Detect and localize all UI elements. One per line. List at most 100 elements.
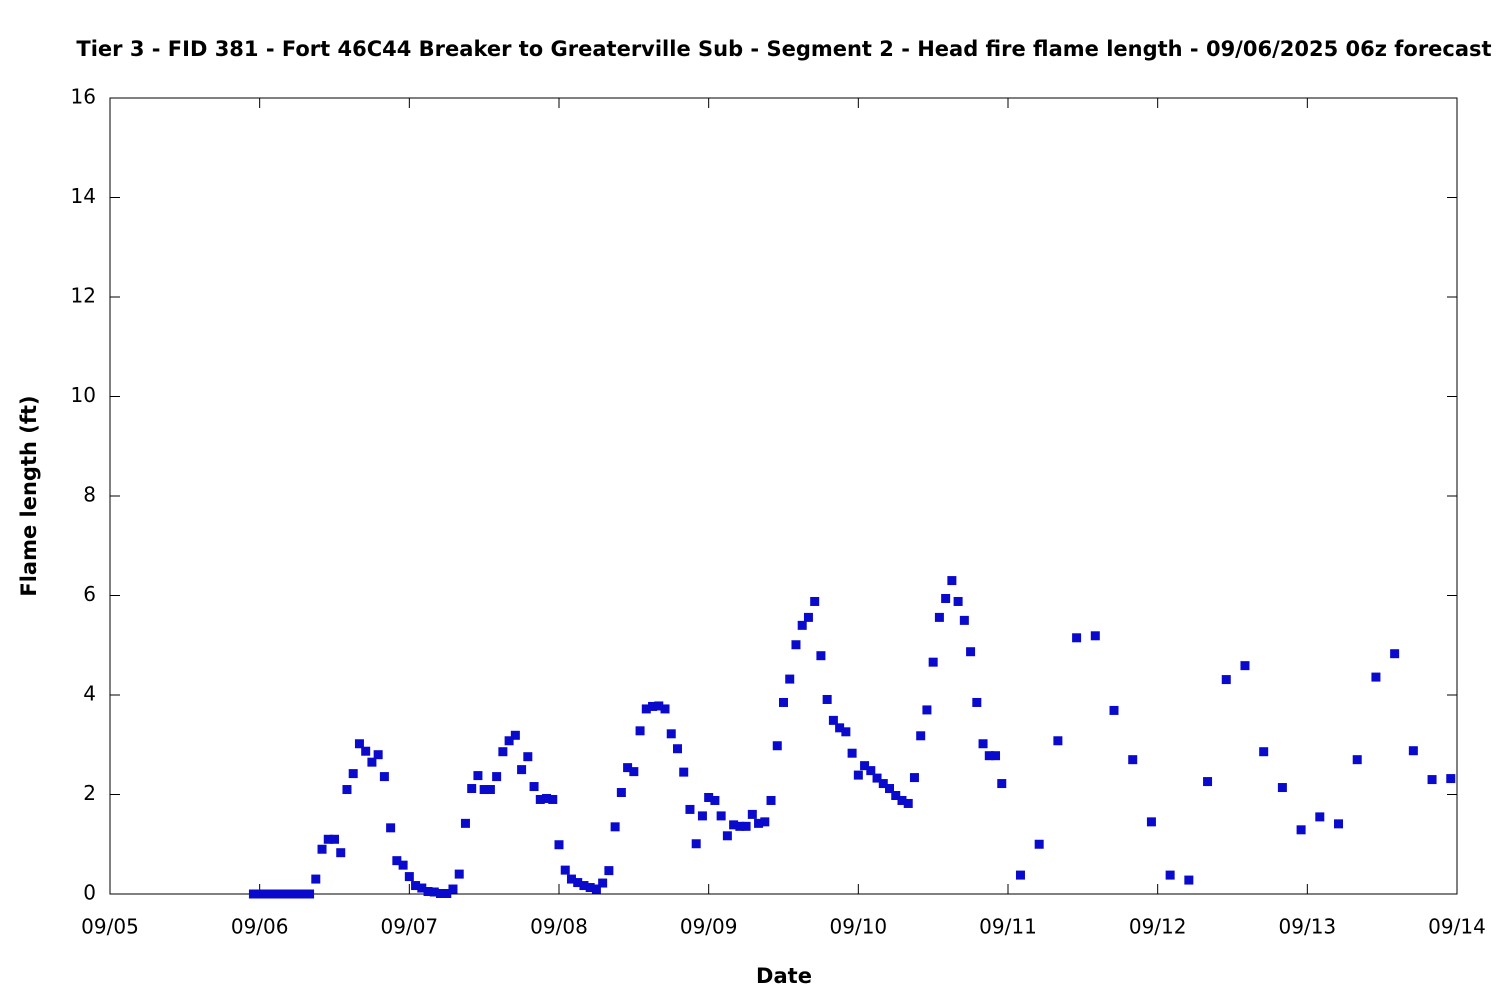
point xyxy=(666,729,676,739)
point xyxy=(616,788,626,798)
point xyxy=(928,657,938,667)
point xyxy=(504,736,514,746)
point xyxy=(498,747,508,757)
point xyxy=(672,744,682,754)
point xyxy=(560,865,570,875)
point xyxy=(747,809,757,819)
point xyxy=(392,856,402,866)
point xyxy=(847,748,857,758)
point xyxy=(1277,783,1287,793)
point xyxy=(735,821,745,831)
point xyxy=(810,596,820,606)
point xyxy=(267,889,277,899)
point xyxy=(648,701,658,711)
point xyxy=(1090,631,1100,641)
point xyxy=(760,817,770,827)
point xyxy=(342,785,352,795)
point xyxy=(1296,825,1306,835)
x-tick-label: 09/05 xyxy=(81,915,139,939)
point xyxy=(791,640,801,650)
point xyxy=(966,647,976,657)
point xyxy=(535,794,545,804)
point xyxy=(1408,746,1418,756)
x-tick-label: 09/13 xyxy=(1279,915,1337,939)
y-tick-label: 2 xyxy=(83,781,96,805)
point xyxy=(248,889,258,899)
point xyxy=(517,765,527,775)
point xyxy=(691,839,701,849)
point xyxy=(897,795,907,805)
point xyxy=(373,750,383,760)
point xyxy=(660,704,670,714)
point xyxy=(429,887,439,897)
point xyxy=(685,804,695,814)
point xyxy=(1371,672,1381,682)
point xyxy=(997,779,1007,789)
point xyxy=(722,831,732,841)
point xyxy=(336,848,346,858)
point xyxy=(529,782,539,792)
point xyxy=(1184,875,1194,885)
point xyxy=(822,694,832,704)
point xyxy=(1165,870,1175,880)
point xyxy=(991,751,1001,761)
point xyxy=(803,612,813,622)
point xyxy=(485,785,495,795)
point xyxy=(916,731,926,741)
point xyxy=(273,889,283,899)
point xyxy=(1221,675,1231,685)
point xyxy=(311,874,321,884)
x-tick-label: 09/10 xyxy=(830,915,888,939)
point xyxy=(959,615,969,625)
y-tick-label: 8 xyxy=(83,483,96,507)
y-tick-label: 14 xyxy=(71,184,96,208)
point xyxy=(566,874,576,884)
point xyxy=(697,811,707,821)
point xyxy=(885,784,895,794)
point xyxy=(953,596,963,606)
point xyxy=(984,751,994,761)
point xyxy=(423,887,433,897)
point xyxy=(797,620,807,630)
point xyxy=(909,773,919,783)
point xyxy=(816,651,826,661)
point xyxy=(591,884,601,894)
point xyxy=(598,878,608,888)
x-tick-label: 09/06 xyxy=(231,915,289,939)
point xyxy=(934,612,944,622)
point xyxy=(585,883,595,893)
point xyxy=(305,889,315,899)
point xyxy=(828,715,838,725)
point xyxy=(510,730,520,740)
point xyxy=(330,834,339,844)
point xyxy=(261,889,271,899)
point xyxy=(442,889,452,899)
point xyxy=(1352,755,1362,765)
point xyxy=(542,793,552,803)
x-axis-title: Date xyxy=(756,964,812,988)
point xyxy=(323,834,333,844)
x-tick-label: 09/12 xyxy=(1129,915,1187,939)
point xyxy=(754,818,764,828)
y-tick-label: 10 xyxy=(71,383,96,407)
point xyxy=(604,866,614,876)
point xyxy=(878,779,888,789)
point xyxy=(978,739,988,749)
point xyxy=(860,761,870,771)
point xyxy=(411,881,421,891)
point xyxy=(1072,633,1082,643)
y-tick-label: 4 xyxy=(83,682,96,706)
y-tick-label: 16 xyxy=(71,85,96,109)
point xyxy=(922,705,932,715)
point xyxy=(579,881,589,891)
point xyxy=(1259,747,1269,757)
point xyxy=(361,746,371,756)
y-tick-label: 12 xyxy=(71,284,96,308)
point xyxy=(286,889,296,899)
point xyxy=(436,889,446,899)
point xyxy=(398,860,408,870)
point xyxy=(379,772,389,782)
point xyxy=(1427,775,1437,785)
point xyxy=(367,757,377,767)
